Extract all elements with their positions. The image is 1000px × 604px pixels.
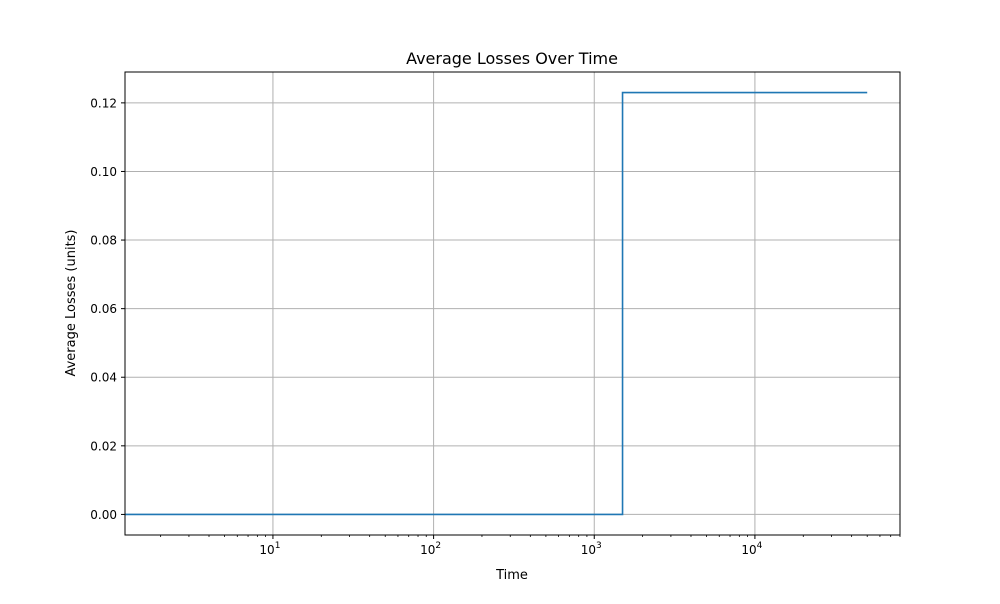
x-tick-label: 102 xyxy=(420,541,441,557)
y-tick-label: 0.04 xyxy=(90,371,117,385)
x-axis-ticks: 101 102 103 104 xyxy=(259,535,763,557)
series-line xyxy=(125,91,868,516)
y-tick-label: 0.06 xyxy=(90,302,117,316)
x-tick-label: 101 xyxy=(259,541,280,557)
y-axis-label: Average Losses (units) xyxy=(64,229,79,376)
x-tick-label-exponent: 2 xyxy=(435,541,441,551)
x-tick-label-base: 10 xyxy=(581,543,596,557)
y-tick-label: 0.08 xyxy=(90,234,117,248)
plot-area-frame xyxy=(124,71,901,536)
x-tick-label-exponent: 4 xyxy=(757,541,763,551)
series-layer xyxy=(125,91,868,516)
x-tick-label-exponent: 1 xyxy=(275,541,281,551)
y-tick-label: 0.02 xyxy=(90,439,117,453)
x-tick-label-exponent: 3 xyxy=(596,541,602,551)
x-tick-label: 104 xyxy=(741,541,762,557)
x-tick-label-base: 10 xyxy=(741,543,756,557)
y-tick-label: 0.00 xyxy=(90,508,117,522)
x-axis-label: Time xyxy=(495,568,528,583)
chart-title: Average Losses Over Time xyxy=(406,49,618,68)
y-tick-label: 0.12 xyxy=(90,96,117,110)
y-tick-label: 0.10 xyxy=(90,165,117,179)
x-tick-label-base: 10 xyxy=(420,543,435,557)
y-axis-ticks: 0.00 0.02 0.04 0.06 0.08 0.10 0.12 xyxy=(90,96,125,522)
x-tick-label-base: 10 xyxy=(259,543,274,557)
x-tick-label: 103 xyxy=(581,541,602,557)
grid-layer xyxy=(125,72,900,535)
